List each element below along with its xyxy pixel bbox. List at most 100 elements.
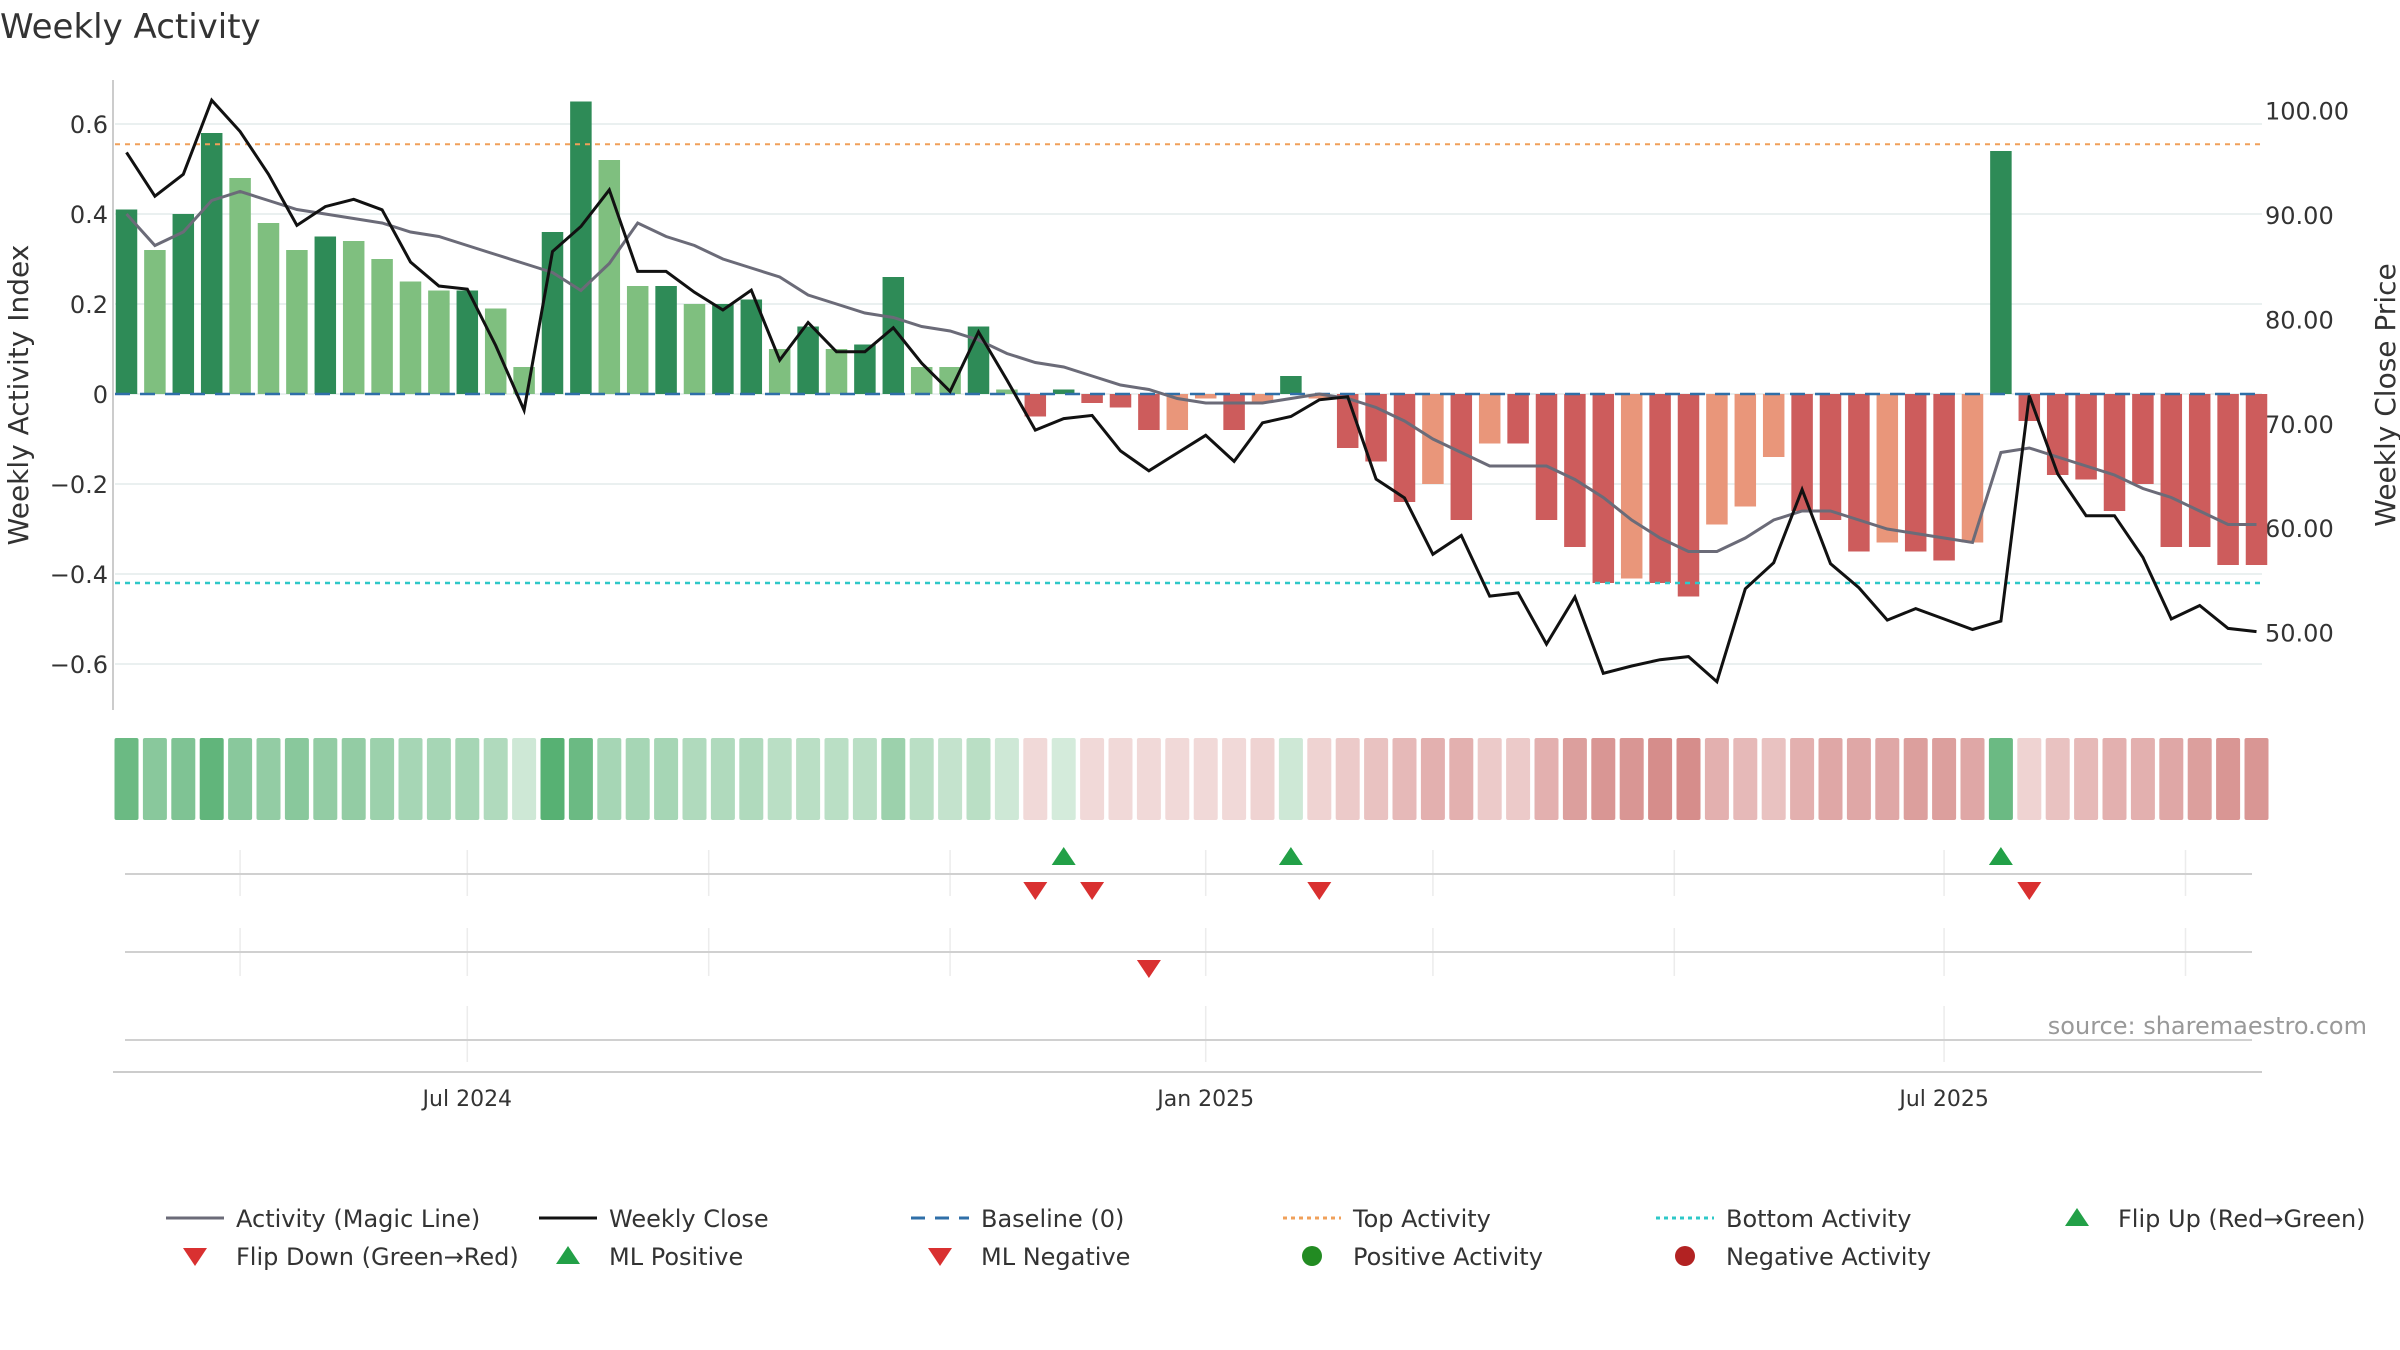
strip-cell [199, 738, 224, 820]
strip-cell [1960, 738, 1985, 820]
activity-bar [683, 304, 706, 394]
legend-label: Top Activity [1352, 1205, 1491, 1233]
activity-strip [114, 738, 2269, 820]
strip-cell [483, 738, 508, 820]
y-tick-label: 0.2 [70, 291, 108, 319]
strip-cell [284, 738, 309, 820]
strip-cell [171, 738, 196, 820]
strip-cell [994, 738, 1019, 820]
activity-bar [768, 349, 791, 394]
activity-bar [1109, 394, 1132, 408]
activity-bar [882, 277, 905, 394]
chart-title: Weekly Activity [0, 7, 261, 47]
activity-bar [1024, 394, 1047, 417]
strip-cell [1136, 738, 1161, 820]
activity-bar [1961, 394, 1984, 543]
activity-bar [2132, 394, 2154, 484]
legend-swatch [928, 1248, 952, 1266]
activity-bar [2160, 394, 2183, 547]
y-tick-label: 0.6 [70, 111, 108, 139]
signal-markers [1023, 847, 2042, 978]
activity-bar [2075, 394, 2097, 480]
activity-bar [314, 236, 337, 394]
strip-cell [1875, 738, 1900, 820]
activity-bar [1251, 394, 1274, 403]
activity-bar [428, 290, 450, 394]
activity-bar [1223, 394, 1245, 430]
source-label: source: sharemaestro.com [2048, 1012, 2367, 1040]
strip-cell [142, 738, 167, 820]
activity-bar [342, 241, 365, 394]
strip-cell [881, 738, 906, 820]
legend-label: Positive Activity [1353, 1243, 1543, 1271]
y-axis-label: Weekly Activity Index [2, 245, 35, 546]
strip-cell [739, 738, 764, 820]
strip-cell [1108, 738, 1133, 820]
y-tick-label: 0 [93, 381, 108, 409]
activity-bar [1507, 394, 1529, 444]
x-tick-label: Jan 2025 [1155, 1087, 1254, 1112]
activity-bar [541, 232, 564, 394]
flip-down-marker [1307, 882, 1332, 900]
activity-bar [484, 308, 507, 394]
legend-label: Weekly Close [609, 1205, 769, 1233]
activity-bar [286, 250, 308, 394]
legend-label: Flip Down (Green→Red) [236, 1243, 519, 1271]
strip-cell [568, 738, 593, 820]
strip-cell [710, 738, 735, 820]
x-tick-label: Jul 2024 [421, 1087, 513, 1112]
strip-cell [2187, 738, 2212, 820]
activity-bar [1336, 394, 1359, 448]
strip-cell [2017, 738, 2042, 820]
strip-cell [597, 738, 622, 820]
main-panel: 0.6 0.4 0.2 0 −0.2 −0.4 −0.6 100.00 90.00 80.00 7… [2, 80, 2400, 710]
strip-cell [1506, 738, 1531, 820]
flip-down-marker [1023, 882, 1048, 900]
strip-cell [2244, 738, 2269, 820]
activity-bar [1052, 389, 1075, 394]
legend-swatch [556, 1246, 580, 1264]
y2-tick-label: 90.00 [2265, 202, 2334, 230]
strip-cell [1534, 738, 1559, 820]
activity-bar [229, 178, 251, 394]
activity-bar [1478, 394, 1501, 444]
activity-bar [399, 281, 422, 394]
x-tick-label: Jul 2025 [1897, 1087, 1989, 1112]
activity-bar [626, 286, 649, 394]
strip-cell [2045, 738, 2070, 820]
activity-bar [1280, 376, 1302, 394]
activity-bar [1649, 394, 1671, 583]
strip-cell [1165, 738, 1190, 820]
ml-negative-marker [1136, 960, 1161, 978]
strip-cell [1903, 738, 1928, 820]
flip-down-marker [1080, 882, 1105, 900]
strip-cell [1080, 738, 1105, 820]
flip-up-marker [1278, 847, 1303, 865]
legend-swatch [1302, 1246, 1322, 1266]
strip-cell [398, 738, 423, 820]
flip-up-marker [1051, 847, 1076, 865]
y2-tick-label: 50.00 [2265, 620, 2334, 648]
strip-cell [1477, 738, 1502, 820]
strip-cell [256, 738, 281, 820]
y-tick-label: 0.4 [70, 201, 108, 229]
activity-bar [2245, 394, 2268, 565]
strip-cell [1307, 738, 1332, 820]
weekly-close-series [125, 97, 2257, 685]
legend-swatch [183, 1248, 207, 1266]
strip-cell [1988, 738, 2013, 820]
activity-bar [2188, 394, 2211, 547]
y2-tick-label: 80.00 [2265, 306, 2334, 334]
activity-bar [1450, 394, 1473, 520]
activity-bar [1166, 394, 1189, 430]
signal-panel: Jul 2024 Jan 2025 Jul 2025 source: sharema… [113, 847, 2367, 1112]
activity-bar [712, 304, 734, 394]
strip-cell [1790, 738, 1815, 820]
activity-bar [2046, 394, 2069, 475]
x-tick-labels: Jul 2024 Jan 2025 Jul 2025 [421, 1087, 1989, 1112]
legend-label: Baseline (0) [981, 1205, 1124, 1233]
strip-cell [2159, 738, 2184, 820]
strip-cell [370, 738, 395, 820]
legend-label: Flip Up (Red→Green) [2118, 1205, 2366, 1233]
